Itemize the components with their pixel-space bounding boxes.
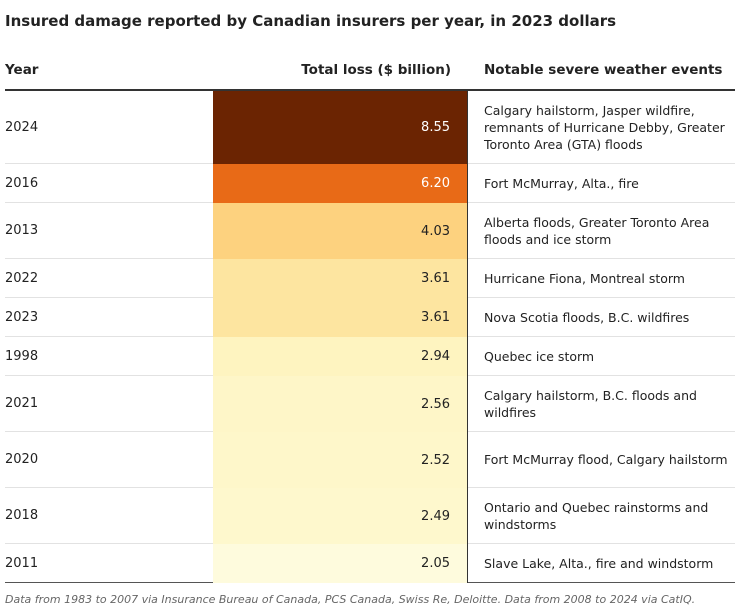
events-cell: Alberta floods, Greater Toronto Area flo… (484, 214, 710, 247)
header-year: Year (5, 62, 39, 78)
year-cell: 2013 (5, 223, 39, 238)
events-cell: Calgary hailstorm, Jasper wildfire, remn… (484, 102, 725, 152)
table-row: 2018 2.49 Ontario and Quebec rainstorms an… (5, 488, 735, 544)
loss-cell: 2.05 (213, 544, 468, 583)
loss-cell: 8.55 (213, 91, 468, 164)
events-cell: Calgary hailstorm, B.C. floods and wildf… (484, 387, 697, 420)
table-row: 2024 8.55 Calgary hailstorm, Jasper wildfi… (5, 91, 735, 164)
year-cell: 2024 (5, 119, 39, 135)
table-row: 2023 3.61 Nova Scotia floods, B.C. wildfir… (5, 298, 735, 337)
events-cell: Nova Scotia floods, B.C. wildfires (484, 309, 690, 325)
year-cell: 2018 (5, 508, 39, 523)
source-note: Data from 1983 to 2007 via Insurance Bur… (5, 593, 696, 606)
loss-cell: 2.52 (213, 432, 468, 488)
year-cell: 2020 (5, 452, 39, 467)
loss-cell: 2.49 (213, 488, 468, 544)
table-row: 2020 2.52 Fort McMurray flood, Calgary hai… (5, 432, 735, 488)
events-cell: Quebec ice storm (484, 348, 595, 364)
loss-cell: 3.61 (213, 259, 468, 298)
table-row: 2013 4.03 Alberta floods, Greater Toronto … (5, 203, 735, 259)
table-row: 2011 2.05 Slave Lake, Alta., fire and wind… (5, 544, 735, 583)
year-cell: 2023 (5, 309, 39, 325)
table-row: 2021 2.56 Calgary hailstorm, B.C. floods a… (5, 376, 735, 432)
chart-title: Insured damage reported by Canadian insu… (5, 12, 617, 30)
events-cell: Hurricane Fiona, Montreal storm (484, 270, 685, 286)
loss-cell: 6.20 (213, 164, 468, 203)
events-cell: Fort McMurray flood, Calgary hailstorm (484, 452, 728, 467)
year-cell: 2022 (5, 270, 39, 286)
loss-cell: 4.03 (213, 203, 468, 259)
loss-cell: 2.94 (213, 337, 468, 376)
header-events: Notable severe weather events (484, 62, 723, 78)
year-cell: 2011 (5, 555, 39, 571)
events-cell: Fort McMurray, Alta., fire (484, 175, 639, 191)
header-rule (5, 89, 735, 91)
table-body: 2024 8.55 Calgary hailstorm, Jasper wildfi… (5, 91, 735, 583)
loss-cell: 3.61 (213, 298, 468, 337)
events-cell: Slave Lake, Alta., fire and windstorm (484, 555, 714, 571)
year-cell: 2016 (5, 175, 39, 191)
header-total-loss: Total loss ($ billion) (301, 62, 451, 78)
year-cell: 2021 (5, 396, 39, 411)
table-row: 1998 2.94 Quebec ice storm (5, 337, 735, 376)
table-row: 2022 3.61 Hurricane Fiona, Montreal storm (5, 259, 735, 298)
table-row: 2016 6.20 Fort McMurray, Alta., fire (5, 164, 735, 203)
loss-cell: 2.56 (213, 376, 468, 432)
year-cell: 1998 (5, 348, 39, 364)
events-cell: Ontario and Quebec rainstorms and windst… (484, 499, 709, 532)
